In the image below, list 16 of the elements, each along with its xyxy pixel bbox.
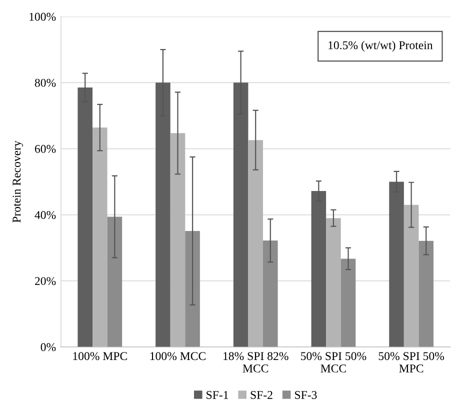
- y-tick-label: 20%: [34, 277, 56, 286]
- y-tick-label: 0%: [40, 343, 56, 352]
- y-tick-label: 40%: [34, 211, 56, 220]
- y-tick-label: 100%: [30, 12, 56, 21]
- legend-label: SF-2: [250, 391, 272, 399]
- annotation: 10.5% (wt/wt) Protein: [328, 40, 433, 52]
- legend-label: SF-1: [206, 391, 228, 399]
- x-tick-label: 18% SPI 82% MCC: [224, 352, 288, 372]
- x-tick-label: 50% SPI 50% MPC: [378, 352, 444, 372]
- x-tick-label: 100% MPC: [73, 352, 127, 360]
- x-tick-label: 100% MCC: [150, 352, 206, 360]
- legend-label: SF-3: [295, 391, 317, 399]
- y-tick-label: 80%: [34, 78, 56, 87]
- y-axis-title: Protein Recovery: [12, 140, 24, 223]
- x-tick-label: 50% SPI 50% MCC: [301, 352, 366, 372]
- y-tick-label: 60%: [34, 144, 56, 153]
